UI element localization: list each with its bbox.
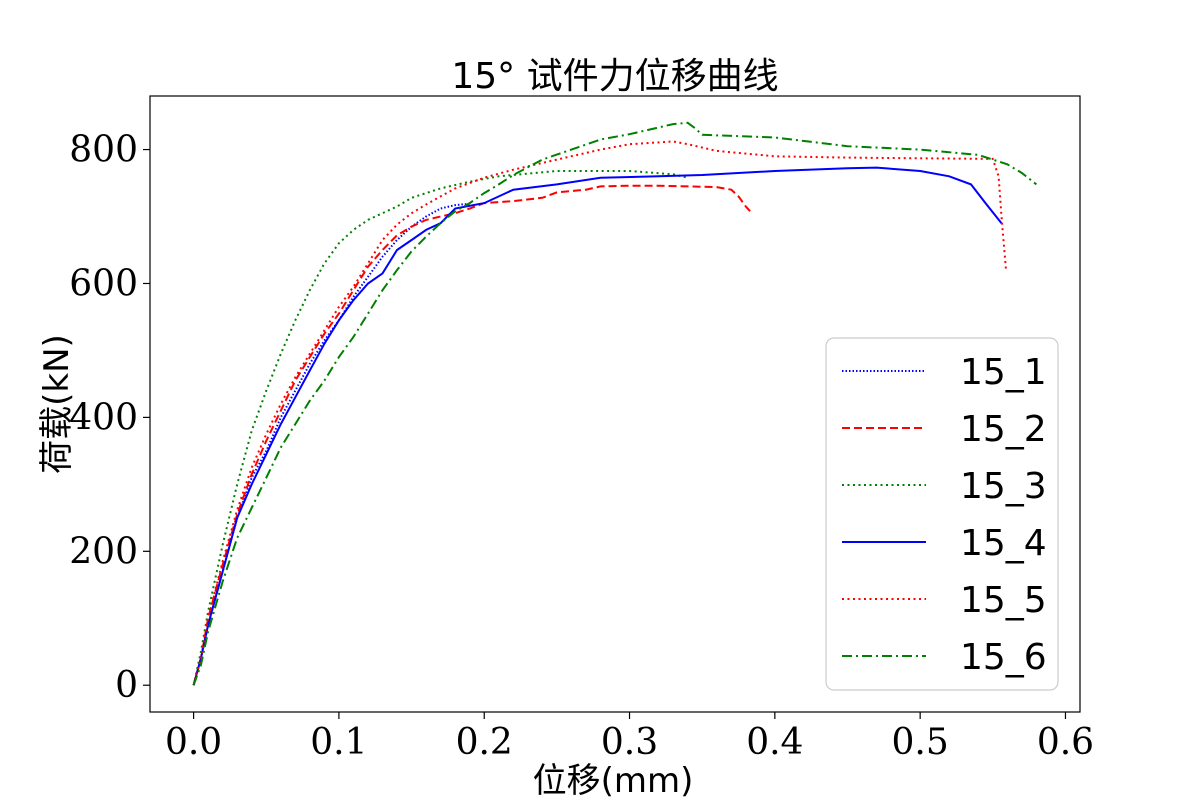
legend-label: 15_4: [960, 523, 1047, 564]
series-line-15_2: [192, 184, 751, 686]
series-line-15_4: [192, 166, 1003, 686]
x-axis-label: 位移(mm): [533, 761, 694, 800]
legend: 15_1 15_2 15_3 15_4 15_5 15_6: [825, 337, 1059, 691]
legend-item-15_2: 15_2: [842, 409, 1047, 450]
x-axis-ticks: 0.0 0.1 0.2 0.3 0.4 0.5 0.6: [165, 712, 1094, 763]
y-tick-label: 200: [69, 531, 138, 572]
series-layer: [192, 121, 1038, 686]
plot-frame: [149, 95, 1081, 713]
legend-item-15_1: 15_1: [842, 352, 1047, 393]
legend-label: 15_6: [960, 637, 1047, 678]
legend-item-15_3: 15_3: [842, 466, 1047, 507]
y-tick-label: 0: [115, 665, 138, 706]
x-tick-label: 0.5: [892, 722, 949, 763]
legend-item-15_6: 15_6: [842, 637, 1047, 678]
y-tick-label: 400: [69, 397, 138, 438]
legend-items: 15_1 15_2 15_3 15_4 15_5 15_6: [842, 352, 1047, 678]
y-axis-label: 荷载(kN): [37, 334, 77, 474]
legend-item-15_4: 15_4: [842, 523, 1047, 564]
y-tick-label: 800: [69, 130, 138, 171]
plot-area: [149, 95, 1081, 713]
legend-label: 15_3: [960, 466, 1047, 507]
x-tick-label: 0.1: [310, 722, 367, 763]
series-line-15_6: [192, 121, 1038, 686]
legend-box: [825, 337, 1059, 691]
x-tick-label: 0.3: [601, 722, 658, 763]
series-line-15_1: [192, 202, 470, 686]
x-tick-label: 0.0: [165, 722, 222, 763]
x-tick-label: 0.2: [456, 722, 513, 763]
series-line-15_5: [192, 140, 1007, 686]
y-axis-ticks: 0 200 400 600 800: [69, 130, 150, 706]
series-line-15_3: [192, 170, 688, 686]
legend-item-15_5: 15_5: [842, 580, 1047, 621]
x-tick-label: 0.6: [1037, 722, 1094, 763]
legend-label: 15_1: [960, 352, 1047, 393]
chart-title: 15° 试件力位移曲线: [451, 56, 778, 97]
legend-label: 15_5: [960, 580, 1047, 621]
x-tick-label: 0.4: [746, 722, 803, 763]
y-tick-label: 600: [69, 263, 138, 304]
legend-label: 15_2: [960, 409, 1047, 450]
